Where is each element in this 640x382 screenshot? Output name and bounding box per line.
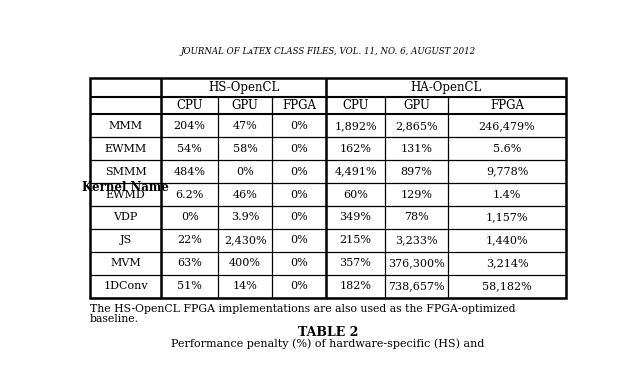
Text: 9,778%: 9,778% <box>486 167 528 176</box>
Text: GPU: GPU <box>232 99 259 112</box>
Text: 357%: 357% <box>340 258 371 268</box>
Text: FPGA: FPGA <box>490 99 524 112</box>
Text: 0%: 0% <box>291 212 308 222</box>
Text: 0%: 0% <box>291 189 308 199</box>
Text: 3,233%: 3,233% <box>395 235 438 245</box>
Text: 0%: 0% <box>291 235 308 245</box>
Text: VDP: VDP <box>113 212 138 222</box>
Text: 349%: 349% <box>339 212 371 222</box>
Text: HS-OpenCL: HS-OpenCL <box>208 81 280 94</box>
Text: 6.2%: 6.2% <box>175 189 204 199</box>
Text: 204%: 204% <box>173 121 205 131</box>
Text: 2,865%: 2,865% <box>395 121 438 131</box>
Text: FPGA: FPGA <box>282 99 316 112</box>
Text: CPU: CPU <box>342 99 369 112</box>
Text: 129%: 129% <box>401 189 433 199</box>
Text: 897%: 897% <box>401 167 432 176</box>
Text: 1,892%: 1,892% <box>334 121 377 131</box>
Text: HA-OpenCL: HA-OpenCL <box>411 81 482 94</box>
Text: Performance penalty (%) of hardware-specific (HS) and: Performance penalty (%) of hardware-spec… <box>172 338 484 349</box>
Text: 376,300%: 376,300% <box>388 258 445 268</box>
Text: 54%: 54% <box>177 144 202 154</box>
Text: EWMD: EWMD <box>106 189 146 199</box>
Text: 2,430%: 2,430% <box>224 235 266 245</box>
Text: 0%: 0% <box>291 281 308 291</box>
Text: 1,440%: 1,440% <box>486 235 529 245</box>
Text: 1,157%: 1,157% <box>486 212 528 222</box>
Text: 60%: 60% <box>343 189 368 199</box>
Text: 4,491%: 4,491% <box>334 167 377 176</box>
Text: JS: JS <box>120 235 132 245</box>
Text: 51%: 51% <box>177 281 202 291</box>
Text: JOURNAL OF LᴀTEX CLASS FILES, VOL. 11, NO. 6, AUGUST 2012: JOURNAL OF LᴀTEX CLASS FILES, VOL. 11, N… <box>180 47 476 57</box>
Text: baseline.: baseline. <box>90 314 139 324</box>
Text: MMM: MMM <box>109 121 143 131</box>
Text: GPU: GPU <box>403 99 430 112</box>
Text: 58%: 58% <box>232 144 257 154</box>
Text: 0%: 0% <box>291 167 308 176</box>
Text: 0%: 0% <box>291 258 308 268</box>
Text: TABLE 2: TABLE 2 <box>298 326 358 339</box>
Text: 0%: 0% <box>291 144 308 154</box>
Text: 246,479%: 246,479% <box>479 121 536 131</box>
Bar <box>90 78 566 298</box>
Text: 1DConv: 1DConv <box>104 281 148 291</box>
Text: 22%: 22% <box>177 235 202 245</box>
Text: 215%: 215% <box>339 235 371 245</box>
Text: 738,657%: 738,657% <box>388 281 445 291</box>
Text: Kernel Name: Kernel Name <box>83 181 169 194</box>
Text: SMMM: SMMM <box>105 167 147 176</box>
Text: 484%: 484% <box>173 167 205 176</box>
Text: 3,214%: 3,214% <box>486 258 529 268</box>
Text: EWMM: EWMM <box>104 144 147 154</box>
Text: 78%: 78% <box>404 212 429 222</box>
Text: The HS-OpenCL FPGA implementations are also used as the FPGA-optimized: The HS-OpenCL FPGA implementations are a… <box>90 304 516 314</box>
Text: 0%: 0% <box>180 212 198 222</box>
Text: 14%: 14% <box>232 281 257 291</box>
Text: MVM: MVM <box>110 258 141 268</box>
Text: 162%: 162% <box>339 144 371 154</box>
Text: 58,182%: 58,182% <box>482 281 532 291</box>
Text: 0%: 0% <box>291 121 308 131</box>
Text: CPU: CPU <box>177 99 203 112</box>
Text: 1.4%: 1.4% <box>493 189 521 199</box>
Text: 63%: 63% <box>177 258 202 268</box>
Text: 46%: 46% <box>232 189 257 199</box>
Text: 182%: 182% <box>339 281 371 291</box>
Text: 131%: 131% <box>401 144 433 154</box>
Text: 47%: 47% <box>233 121 257 131</box>
Text: 0%: 0% <box>236 167 254 176</box>
Text: 5.6%: 5.6% <box>493 144 521 154</box>
Text: 3.9%: 3.9% <box>231 212 259 222</box>
Text: 400%: 400% <box>229 258 261 268</box>
